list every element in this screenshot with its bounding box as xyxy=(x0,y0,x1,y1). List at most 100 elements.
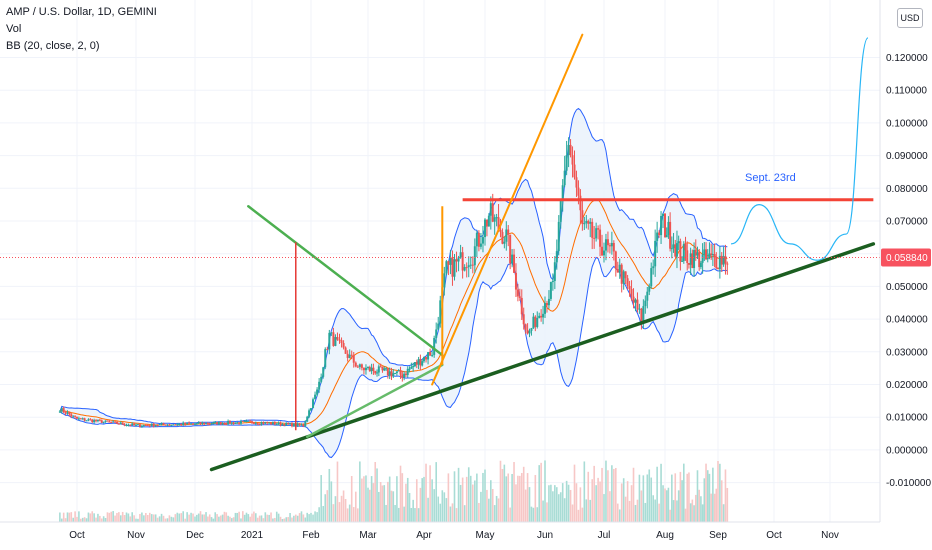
candle-body xyxy=(484,219,486,238)
volume-bar xyxy=(370,476,373,522)
candle-body xyxy=(138,424,141,427)
drawings[interactable]: Sept. 23rd xyxy=(0,33,880,472)
candle-body xyxy=(352,355,355,363)
candle-body xyxy=(332,332,335,346)
legend-symbol[interactable]: AMP / U.S. Dollar, 1D, GEMINI xyxy=(6,6,157,18)
volume-bar xyxy=(104,517,107,522)
volume-bar xyxy=(599,481,601,522)
candle-body xyxy=(287,423,290,425)
volume-bar xyxy=(223,511,226,522)
candle-body xyxy=(513,254,516,273)
candle-body xyxy=(192,423,195,425)
volume-bar xyxy=(435,462,437,522)
volume-bar xyxy=(476,473,478,522)
candle-body xyxy=(514,272,517,290)
volume-bar xyxy=(684,508,687,522)
volume-bar xyxy=(636,499,639,522)
volume-bar xyxy=(374,461,377,522)
candle-body xyxy=(654,240,657,267)
volume-bar xyxy=(118,512,120,522)
volume-bar xyxy=(314,511,316,522)
volume-bar xyxy=(399,465,402,522)
volume-bar xyxy=(133,515,135,522)
time-tick-label: Mar xyxy=(359,530,377,541)
candle-body xyxy=(324,349,327,368)
price-tick-label: 0.010000 xyxy=(886,413,928,424)
candle-body xyxy=(290,423,293,427)
volume-bar xyxy=(630,485,633,522)
volume-bar xyxy=(192,513,194,522)
current-price-tag: 0.058840 xyxy=(881,248,931,267)
volume-bar xyxy=(72,517,74,522)
volume-bar xyxy=(611,465,613,522)
candle-body xyxy=(221,423,224,425)
candle-body xyxy=(260,422,263,425)
volume-bar xyxy=(137,518,139,522)
volume-bar xyxy=(720,480,723,522)
volume-bar xyxy=(490,480,492,522)
volume-bar xyxy=(556,487,558,522)
volume-bar xyxy=(85,518,88,522)
volume-bar xyxy=(166,518,169,522)
candle-body xyxy=(630,288,633,297)
candle-body xyxy=(156,425,159,427)
candle-body xyxy=(561,185,564,200)
candle-body xyxy=(694,249,697,256)
volume-bar xyxy=(194,516,196,522)
volume-bar xyxy=(459,484,462,522)
candle-body xyxy=(431,354,434,356)
candle-body xyxy=(717,268,719,270)
volume-bar xyxy=(482,472,484,522)
candle-body xyxy=(451,257,454,277)
candle-body xyxy=(72,415,75,417)
candle-body xyxy=(399,370,402,375)
candle-body xyxy=(320,376,323,382)
volume-bar xyxy=(634,504,637,522)
currency-scale-button[interactable]: USD xyxy=(897,8,923,28)
volume-bar xyxy=(513,462,515,522)
volume-bar xyxy=(274,517,276,522)
candle-body xyxy=(296,423,299,426)
candle-body xyxy=(216,421,219,425)
time-axis[interactable]: Oct Nov Dec 2021 Feb Mar Apr May Jun Jul Aug Sep Oct… xyxy=(0,521,880,541)
candle-body xyxy=(642,306,645,323)
volume-bar xyxy=(449,506,452,522)
volume-bar xyxy=(540,462,542,522)
volume-bar xyxy=(164,518,167,522)
candle-body xyxy=(589,221,592,224)
volume-bar xyxy=(650,477,653,522)
candle-body xyxy=(412,366,415,368)
legend-volume[interactable]: Vol xyxy=(6,23,22,35)
volume-bar xyxy=(381,485,384,522)
candle-body xyxy=(433,338,436,355)
volume-bar xyxy=(390,490,393,522)
candle-body xyxy=(518,296,521,298)
candle-body xyxy=(463,267,466,271)
volume-bar xyxy=(710,493,712,522)
volume-bar xyxy=(484,469,486,522)
candle-body xyxy=(136,424,139,426)
volume-bar xyxy=(285,517,288,522)
candle-body xyxy=(679,241,682,262)
candle-body xyxy=(587,220,590,224)
legend-bollinger[interactable]: BB (20, close, 2, 0) xyxy=(6,40,100,52)
candle-body xyxy=(115,421,118,424)
volume-bar xyxy=(453,471,456,522)
volume-bar xyxy=(724,469,727,522)
volume-bar xyxy=(579,487,582,522)
candle-body xyxy=(565,155,568,171)
volume-bar xyxy=(660,463,662,522)
volume-bar xyxy=(388,476,391,522)
candle-body xyxy=(522,314,525,325)
volume-bar xyxy=(279,516,282,522)
volume-bar xyxy=(270,512,272,522)
candle-body xyxy=(435,329,438,339)
volume-bar xyxy=(509,507,511,522)
candle-body xyxy=(595,228,598,239)
volume-bar xyxy=(322,506,325,522)
volume-bar xyxy=(147,515,149,522)
candle-body xyxy=(368,367,371,372)
candle-body xyxy=(485,219,488,227)
volume-bar xyxy=(123,515,126,522)
